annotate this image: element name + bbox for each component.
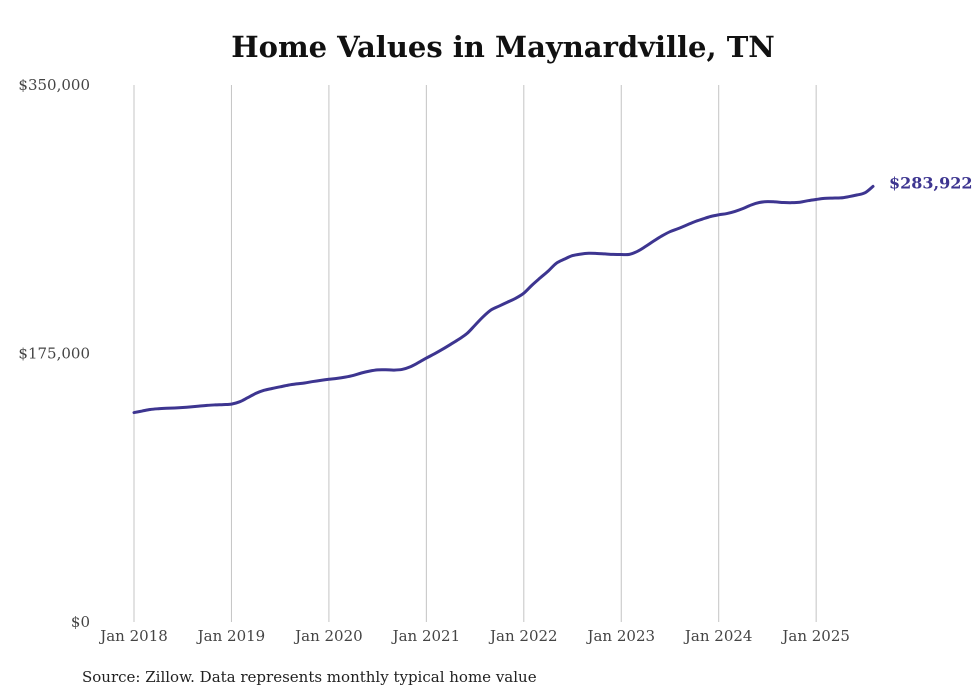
x-tick-label: Jan 2023 — [585, 627, 655, 645]
x-tick-label: Jan 2019 — [196, 627, 266, 645]
x-tick-label: Jan 2022 — [488, 627, 558, 645]
x-tick-label: Jan 2024 — [683, 627, 753, 645]
gridlines — [133, 85, 817, 622]
y-tick-label: $175,000 — [18, 345, 90, 363]
end-value-label: $283,922 — [889, 173, 973, 192]
x-tick-label: Jan 2025 — [780, 627, 850, 645]
series-layer — [132, 184, 875, 415]
end-label-layer: $283,922 — [889, 173, 973, 192]
chart-title: Home Values in Maynardville, TN — [231, 30, 775, 64]
chart-source-note: Source: Zillow. Data represents monthly … — [82, 668, 537, 686]
y-tick-label: $0 — [71, 613, 90, 631]
x-tick-label: Jan 2021 — [391, 627, 461, 645]
series-line — [132, 184, 875, 415]
y-tick-label: $350,000 — [18, 76, 90, 94]
x-axis-ticks: Jan 2018 Jan 2019 Jan 2020 Jan 2021 Jan 2022… — [98, 627, 850, 645]
x-tick-label: Jan 2020 — [293, 627, 363, 645]
y-axis-ticks: $0 $175,000 $350,000 — [18, 76, 90, 631]
x-tick-label: Jan 2018 — [98, 627, 168, 645]
